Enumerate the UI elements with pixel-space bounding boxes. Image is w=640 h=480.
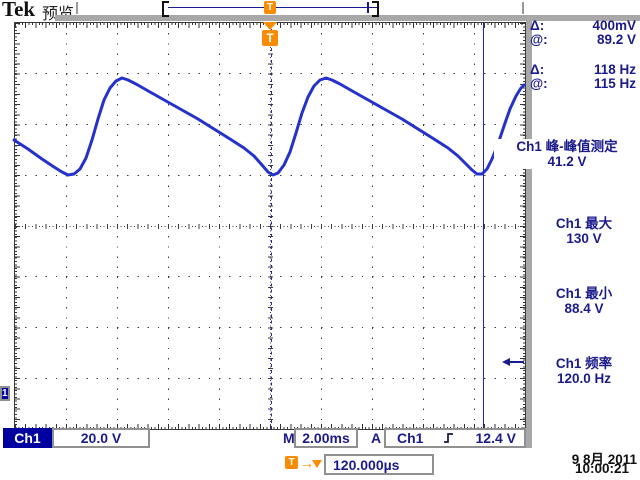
grid-line-horizontal	[15, 327, 525, 328]
tek-logo: Tek	[2, 0, 36, 21]
grid-line-vertical	[65, 23, 67, 429]
cursor-at-f-value: 115 Hz	[593, 76, 636, 91]
grid-line-horizontal	[15, 73, 525, 75]
measurement-freq: Ch1 频率 120.0 Hz	[528, 356, 640, 386]
trigger-level-arrow-icon	[502, 358, 524, 366]
delay-arrow-icon: →	[300, 455, 314, 471]
grid-line-vertical	[320, 23, 322, 429]
timebase-readout: 2.00ms	[294, 428, 358, 448]
grid-line-vertical	[422, 23, 424, 429]
record-view-tick-left	[76, 2, 78, 14]
measurement-freq-label: Ch1 频率	[555, 356, 613, 371]
trigger-point-arrow-icon	[263, 22, 277, 30]
cursor-at-f-label: @:	[530, 76, 548, 91]
main-timebase-label: M	[283, 430, 295, 446]
cursor-delta-v-value: 400mV	[592, 18, 636, 33]
measurement-min: Ch1 最小 88.4 V	[528, 286, 640, 316]
grid-line-vertical	[116, 23, 118, 429]
measurement-pkpk-label: Ch1 峰-峰值测定	[516, 139, 618, 154]
auto-trigger-label: A	[371, 430, 382, 446]
measurement-min-value: 88.4 V	[564, 301, 604, 316]
grid-line-horizontal	[15, 124, 525, 125]
date-readout: 9 8月 2011	[571, 452, 637, 467]
delay-triangle-icon	[312, 460, 322, 468]
cursor-delta-v-label: Δ:	[530, 18, 545, 33]
center-axis-vertical-ticks	[267, 23, 273, 429]
channel1-badge: Ch1	[3, 428, 52, 448]
delay-time-readout: 120.000µs	[324, 454, 434, 475]
record-bracket-right	[372, 1, 379, 17]
time-readout: 10:00:21	[574, 461, 629, 476]
top-bezel-strip	[55, 15, 640, 21]
channel1-scale-readout: 20.0 V	[52, 428, 150, 448]
grid-line-vertical	[371, 23, 373, 429]
vertical-cursor-line	[482, 23, 484, 429]
measurement-max-label: Ch1 最大	[555, 216, 613, 231]
channel1-marker-label: 1	[0, 385, 10, 401]
cursor-readouts: Δ: 400mV @: 89.2 V Δ: 118 Hz @: 115 Hz	[530, 19, 636, 91]
trigger-level-value: 12.4 V	[475, 430, 516, 446]
record-view-cursor-tick	[367, 2, 369, 13]
measurement-max: Ch1 最大 130 V	[528, 216, 640, 246]
measurement-max-value: 130 V	[566, 231, 602, 246]
record-view-tick-right	[522, 2, 524, 14]
trigger-position-marker-icon: T	[264, 1, 276, 14]
delay-trigger-icon: T	[285, 456, 298, 469]
grid-line-horizontal	[15, 174, 525, 176]
cursor-at-v-label: @:	[530, 32, 548, 47]
trigger-readout: Ch1 12.4 V	[384, 428, 526, 448]
trigger-point-flag-icon: T	[262, 30, 278, 46]
measurement-freq-value: 120.0 Hz	[556, 371, 612, 386]
rising-edge-icon	[444, 433, 454, 443]
grid-line-horizontal	[15, 377, 525, 379]
trigger-source: Ch1	[397, 430, 424, 446]
right-bezel-strip	[526, 15, 532, 448]
grid-line-horizontal	[15, 276, 525, 278]
measurement-pkpk-value: 41.2 V	[547, 154, 587, 169]
grid-line-vertical	[473, 23, 475, 429]
graticule	[14, 22, 526, 430]
measurement-pkpk: Ch1 峰-峰值测定 41.2 V	[494, 139, 640, 169]
grid-line-vertical	[167, 23, 169, 429]
cursor-delta-f-value: 118 Hz	[593, 62, 636, 77]
measurement-min-label: Ch1 最小	[555, 286, 613, 301]
grid-line-vertical	[218, 23, 220, 429]
cursor-delta-f-label: Δ:	[530, 62, 545, 77]
trigger-position-line	[270, 23, 272, 429]
channel1-ground-marker: 1	[0, 385, 10, 401]
record-bracket-left	[162, 1, 169, 17]
cursor-at-v-value: 89.2 V	[596, 32, 636, 47]
